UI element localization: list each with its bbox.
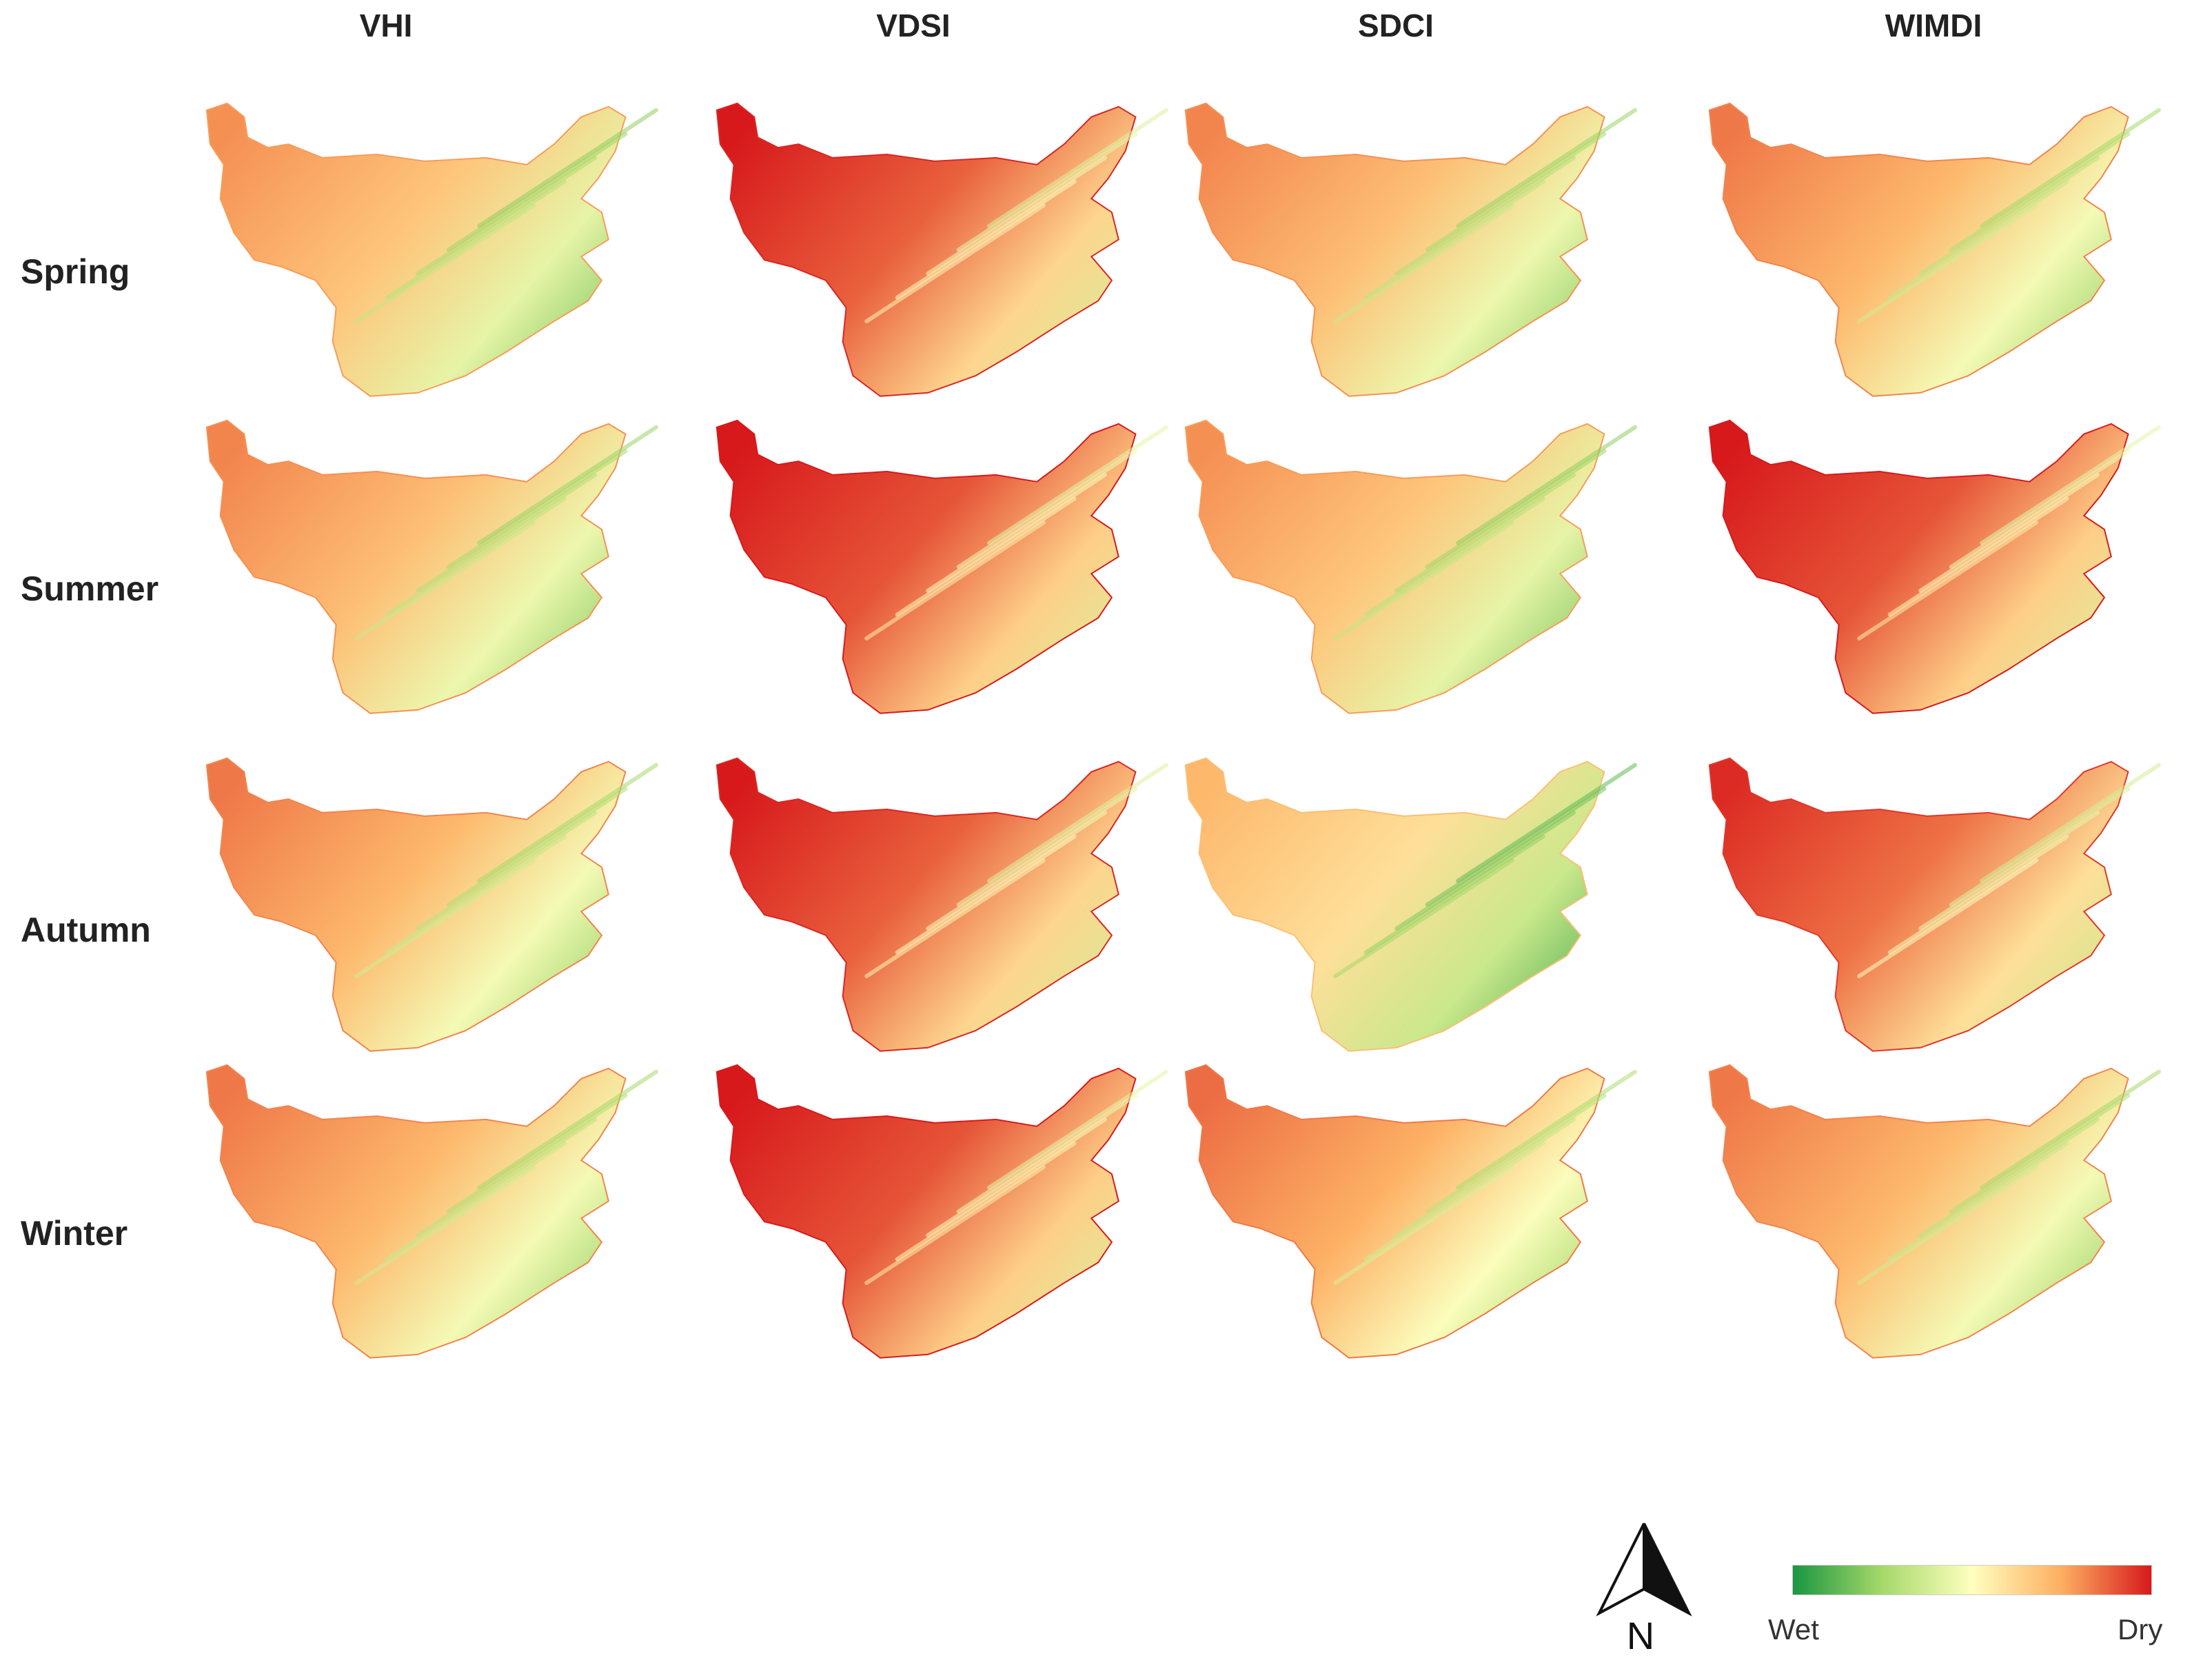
- map-panel-autumn-vdsi: [716, 757, 1168, 1052]
- map-panel-summer-vhi: [205, 419, 658, 714]
- map-panel-spring-sdci: [1184, 102, 1637, 397]
- map-panel-winter-vdsi: [716, 1064, 1168, 1359]
- map-panel-spring-wimdi: [1708, 102, 2161, 397]
- row-label-autumn: Autumn: [21, 911, 151, 949]
- column-header-vhi: VHI: [359, 8, 413, 43]
- row-label-winter: Winter: [21, 1214, 128, 1253]
- map-panel-summer-vdsi: [716, 419, 1168, 714]
- legend-color-bar: [1792, 1565, 2152, 1595]
- column-header-vdsi: VDSI: [876, 8, 951, 43]
- legend-dry-label: Dry: [2118, 1613, 2163, 1646]
- row-label-spring: Spring: [21, 252, 130, 291]
- row-label-summer: Summer: [21, 569, 159, 608]
- legend-wet-label: Wet: [1768, 1613, 1819, 1646]
- map-panel-spring-vdsi: [716, 102, 1168, 397]
- north-label: N: [1626, 1614, 1655, 1657]
- map-panel-summer-wimdi: [1708, 419, 2161, 714]
- map-panel-winter-vhi: [205, 1064, 658, 1359]
- map-panel-winter-sdci: [1184, 1064, 1637, 1359]
- map-panel-autumn-sdci: [1184, 757, 1637, 1052]
- north-arrow-icon: [1596, 1523, 1692, 1617]
- map-panel-spring-vhi: [205, 102, 658, 397]
- map-panel-autumn-wimdi: [1708, 757, 2161, 1052]
- column-header-sdci: SDCI: [1358, 8, 1434, 43]
- map-panel-winter-wimdi: [1708, 1064, 2161, 1359]
- map-panel-summer-sdci: [1184, 419, 1637, 714]
- map-panel-autumn-vhi: [205, 757, 658, 1052]
- column-header-wimdi: WIMDI: [1885, 8, 1982, 43]
